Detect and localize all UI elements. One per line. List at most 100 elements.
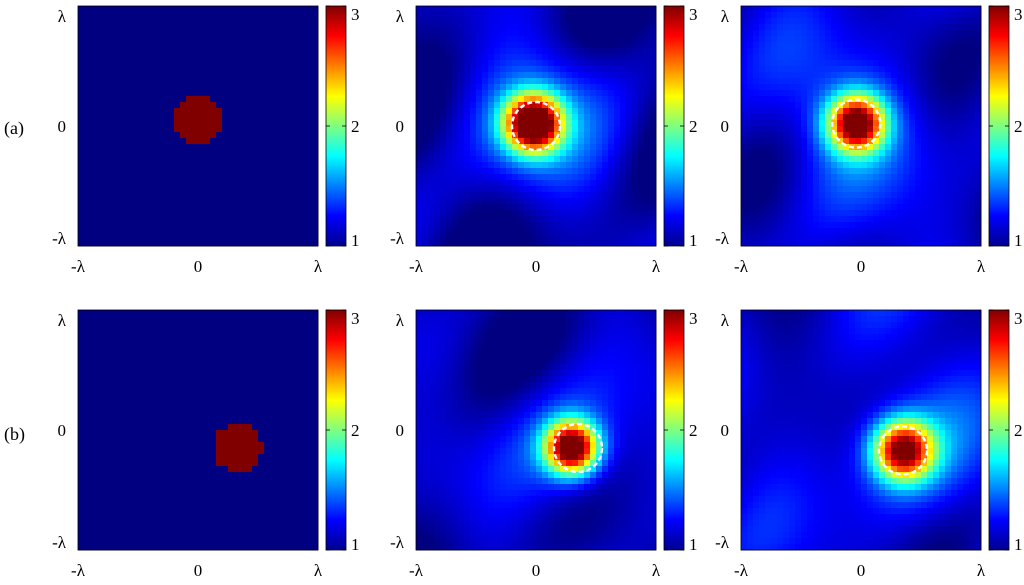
heatmap-cell — [120, 60, 127, 67]
heatmap-cell — [614, 48, 621, 55]
heatmap-cell — [210, 204, 217, 211]
heatmap-cell — [464, 78, 471, 85]
heatmap-cell — [939, 84, 946, 91]
heatmap-cell — [777, 240, 784, 247]
heatmap-cell — [102, 328, 109, 335]
heatmap-cell — [524, 102, 531, 109]
heatmap-cell — [446, 18, 453, 25]
heatmap-cell — [885, 66, 892, 73]
heatmap-cell — [156, 204, 163, 211]
heatmap-cell — [879, 36, 886, 43]
heatmap-cell — [536, 102, 543, 109]
heatmap-cell — [506, 90, 513, 97]
heatmap-cell — [306, 54, 313, 61]
heatmap-cell — [915, 240, 922, 247]
heatmap-cell — [807, 36, 814, 43]
heatmap-cell — [192, 108, 199, 115]
heatmap-cell — [795, 174, 802, 181]
heatmap-cell — [102, 150, 109, 157]
heatmap-cell — [464, 150, 471, 157]
heatmap-cell — [180, 60, 187, 67]
heatmap-cell — [801, 30, 808, 37]
heatmap-cell — [482, 114, 489, 121]
heatmap-cell — [843, 66, 850, 73]
heatmap-cell — [162, 322, 169, 329]
heatmap-cell — [114, 216, 121, 223]
heatmap-cell — [536, 120, 543, 127]
heatmap-cell — [422, 30, 429, 37]
heatmap-cell — [873, 192, 880, 199]
heatmap-cell — [783, 12, 790, 19]
heatmap-cell — [915, 18, 922, 25]
heatmap-cell — [939, 48, 946, 55]
heatmap-cell — [915, 78, 922, 85]
heatmap-cell — [264, 192, 271, 199]
heatmap-cell — [644, 42, 651, 49]
heatmap-cell — [933, 234, 940, 241]
heatmap-cell — [416, 60, 423, 67]
heatmap-cell — [849, 192, 856, 199]
heatmap-cell — [294, 24, 301, 31]
heatmap-cell — [765, 126, 772, 133]
heatmap-cell — [819, 54, 826, 61]
heatmap-cell — [759, 204, 766, 211]
heatmap-cell — [264, 234, 271, 241]
heatmap-cell — [765, 6, 772, 13]
heatmap-cell — [150, 316, 157, 323]
heatmap-cell — [897, 150, 904, 157]
heatmap-cell — [542, 198, 549, 205]
heatmap-cell — [957, 150, 964, 157]
heatmap-cell — [428, 198, 435, 205]
heatmap-cell — [132, 42, 139, 49]
heatmap-cell — [909, 66, 916, 73]
heatmap-cell — [873, 6, 880, 13]
heatmap-cell — [819, 66, 826, 73]
heatmap-cell — [270, 216, 277, 223]
heatmap-cell — [84, 36, 91, 43]
heatmap-cell — [524, 96, 531, 103]
heatmap-cell — [638, 168, 645, 175]
heatmap-cell — [126, 310, 133, 317]
heatmap-cell — [482, 186, 489, 193]
heatmap-cell — [915, 204, 922, 211]
heatmap-cell — [288, 66, 295, 73]
heatmap-cell — [963, 12, 970, 19]
heatmap-cell — [927, 126, 934, 133]
heatmap-cell — [96, 114, 103, 121]
heatmap-cell — [162, 30, 169, 37]
heatmap-cell — [240, 180, 247, 187]
heatmap-cell — [216, 6, 223, 13]
heatmap-cell — [638, 12, 645, 19]
heatmap-cell — [903, 180, 910, 187]
heatmap-cell — [626, 192, 633, 199]
heatmap-cell — [234, 18, 241, 25]
heatmap-cell — [132, 322, 139, 329]
heatmap-cell — [282, 204, 289, 211]
heatmap-cell — [264, 54, 271, 61]
heatmap-cell — [138, 18, 145, 25]
heatmap-cell — [819, 120, 826, 127]
heatmap-cell — [446, 54, 453, 61]
heatmap-cell — [210, 132, 217, 139]
heatmap-cell — [789, 150, 796, 157]
heatmap-cell — [620, 18, 627, 25]
heatmap-cell — [120, 90, 127, 97]
heatmap-cell — [132, 234, 139, 241]
heatmap-cell — [867, 90, 874, 97]
heatmap-cell — [500, 24, 507, 31]
heatmap-cell — [542, 186, 549, 193]
heatmap-cell — [614, 150, 621, 157]
heatmap-cell — [975, 114, 982, 121]
heatmap-cell — [747, 66, 754, 73]
heatmap-cell — [807, 156, 814, 163]
heatmap-cell — [753, 120, 760, 127]
heatmap-cell — [849, 6, 856, 13]
heatmap-cell — [933, 216, 940, 223]
heatmap-cell — [168, 156, 175, 163]
heatmap-cell — [240, 48, 247, 55]
heatmap-cell — [192, 84, 199, 91]
heatmap-cell — [596, 96, 603, 103]
heatmap-cell — [84, 186, 91, 193]
heatmap-cell — [168, 114, 175, 121]
heatmap-cell — [156, 24, 163, 31]
